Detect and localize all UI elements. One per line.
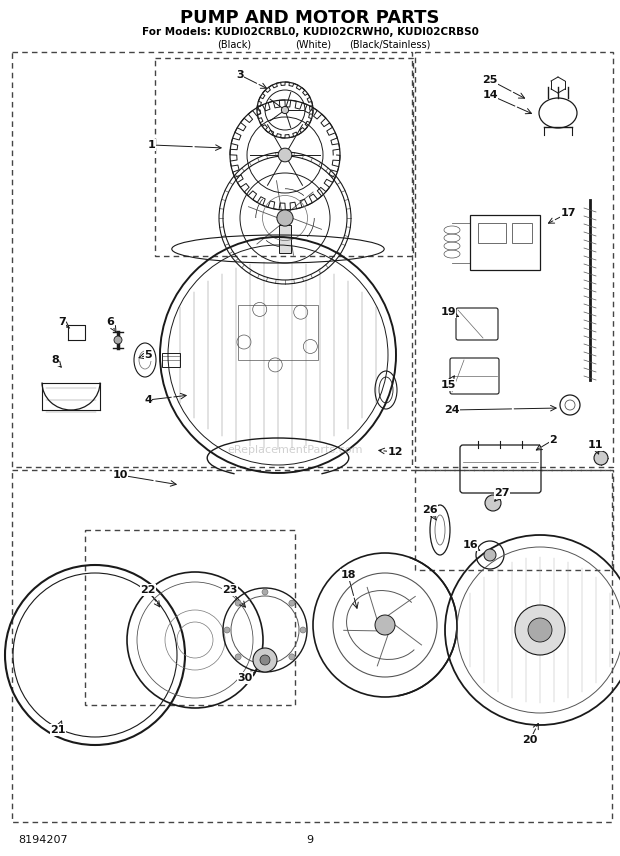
Text: 4: 4 [144, 395, 152, 405]
Bar [470, 215, 540, 270]
Text: 20: 20 [522, 735, 538, 745]
Circle shape [235, 654, 241, 660]
Text: 5: 5 [144, 350, 152, 360]
Text: eReplacementParts.com: eReplacementParts.com [228, 445, 363, 455]
Circle shape [485, 495, 501, 511]
Circle shape [278, 148, 292, 162]
Circle shape [253, 648, 277, 672]
Circle shape [375, 615, 395, 635]
Text: 30: 30 [237, 673, 252, 683]
Circle shape [528, 618, 552, 642]
Text: 8194207: 8194207 [18, 835, 68, 845]
Text: 16: 16 [462, 540, 478, 550]
Circle shape [289, 654, 295, 660]
Text: 1: 1 [148, 140, 156, 150]
Text: 12: 12 [388, 447, 403, 457]
Text: 21: 21 [50, 725, 66, 735]
Text: 17: 17 [560, 208, 576, 218]
Circle shape [484, 549, 496, 561]
Text: 7: 7 [58, 317, 66, 327]
Text: 27: 27 [494, 488, 510, 498]
Text: 3: 3 [236, 70, 244, 80]
Text: 15: 15 [440, 380, 456, 390]
Text: 2: 2 [549, 435, 557, 445]
Circle shape [515, 605, 565, 655]
Circle shape [281, 106, 288, 114]
Text: PUMP AND MOTOR PARTS: PUMP AND MOTOR PARTS [180, 9, 440, 27]
Circle shape [289, 600, 295, 606]
Text: For Models: KUDI02CRBL0, KUDI02CRWH0, KUDI02CRBS0: For Models: KUDI02CRBL0, KUDI02CRWH0, KU… [141, 27, 479, 37]
Circle shape [277, 210, 293, 226]
Bar [162, 353, 180, 367]
Text: 9: 9 [306, 835, 314, 845]
Circle shape [224, 627, 230, 633]
Circle shape [235, 600, 241, 606]
Bar [512, 223, 532, 243]
Text: 24: 24 [444, 405, 460, 415]
Text: 26: 26 [422, 505, 438, 515]
Text: 6: 6 [106, 317, 114, 327]
Circle shape [594, 451, 608, 465]
Bar [478, 223, 506, 243]
Text: (White): (White) [295, 39, 331, 49]
Text: 25: 25 [482, 75, 498, 85]
Text: 10: 10 [112, 470, 128, 480]
Circle shape [260, 655, 270, 665]
Text: 14: 14 [482, 90, 498, 100]
Text: 19: 19 [440, 307, 456, 317]
Text: 18: 18 [340, 570, 356, 580]
Circle shape [300, 627, 306, 633]
Bar [238, 305, 318, 360]
Text: 8: 8 [51, 355, 59, 365]
Text: (Black): (Black) [217, 39, 251, 49]
Circle shape [114, 336, 122, 344]
Text: (Black/Stainless): (Black/Stainless) [349, 39, 431, 49]
Circle shape [262, 665, 268, 671]
Circle shape [262, 589, 268, 595]
Bar [279, 225, 291, 253]
Text: 22: 22 [140, 585, 156, 595]
Text: 11: 11 [587, 440, 603, 450]
Text: 23: 23 [223, 585, 237, 595]
